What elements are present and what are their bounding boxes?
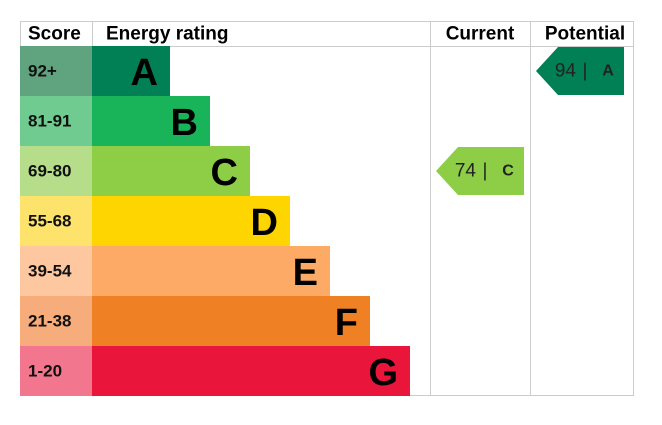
score-label: 69-80	[28, 162, 71, 181]
header-potential: Potential	[545, 24, 625, 45]
potential-value: 94	[555, 61, 577, 82]
rating-letter: G	[368, 352, 398, 394]
current-value: 74	[455, 161, 477, 182]
header-current: Current	[446, 24, 515, 45]
rating-letter: D	[251, 202, 278, 244]
current-arrow	[436, 147, 524, 195]
score-label: 81-91	[28, 112, 71, 131]
score-cell	[20, 146, 92, 196]
header-score: Score	[28, 24, 81, 45]
header-rating: Energy rating	[106, 24, 228, 45]
rating-letter: B	[171, 102, 198, 144]
potential-letter: A	[602, 63, 614, 80]
rating-bar	[92, 46, 170, 96]
score-label: 55-68	[28, 212, 71, 231]
rating-bar	[92, 96, 210, 146]
rating-letter: E	[293, 252, 318, 294]
rating-letter: F	[335, 302, 358, 344]
rating-bar	[92, 196, 290, 246]
score-label: 92+	[28, 62, 57, 81]
score-cell	[20, 246, 92, 296]
score-cell	[20, 46, 92, 96]
score-label: 21-38	[28, 312, 71, 331]
rating-bar	[92, 346, 410, 396]
rating-bar	[92, 296, 370, 346]
potential-arrow	[536, 47, 624, 95]
current-separator: |	[483, 161, 488, 182]
rating-letter: A	[131, 52, 158, 94]
score-cell	[20, 96, 92, 146]
score-cell	[20, 196, 92, 246]
rating-bar	[92, 146, 250, 196]
score-label: 39-54	[28, 262, 72, 281]
score-cell	[20, 296, 92, 346]
potential-separator: |	[583, 61, 588, 82]
rating-bar	[92, 246, 330, 296]
rating-letter: C	[211, 152, 238, 194]
current-letter: C	[502, 163, 514, 180]
score-label: 1-20	[28, 362, 62, 381]
score-cell	[20, 346, 92, 396]
